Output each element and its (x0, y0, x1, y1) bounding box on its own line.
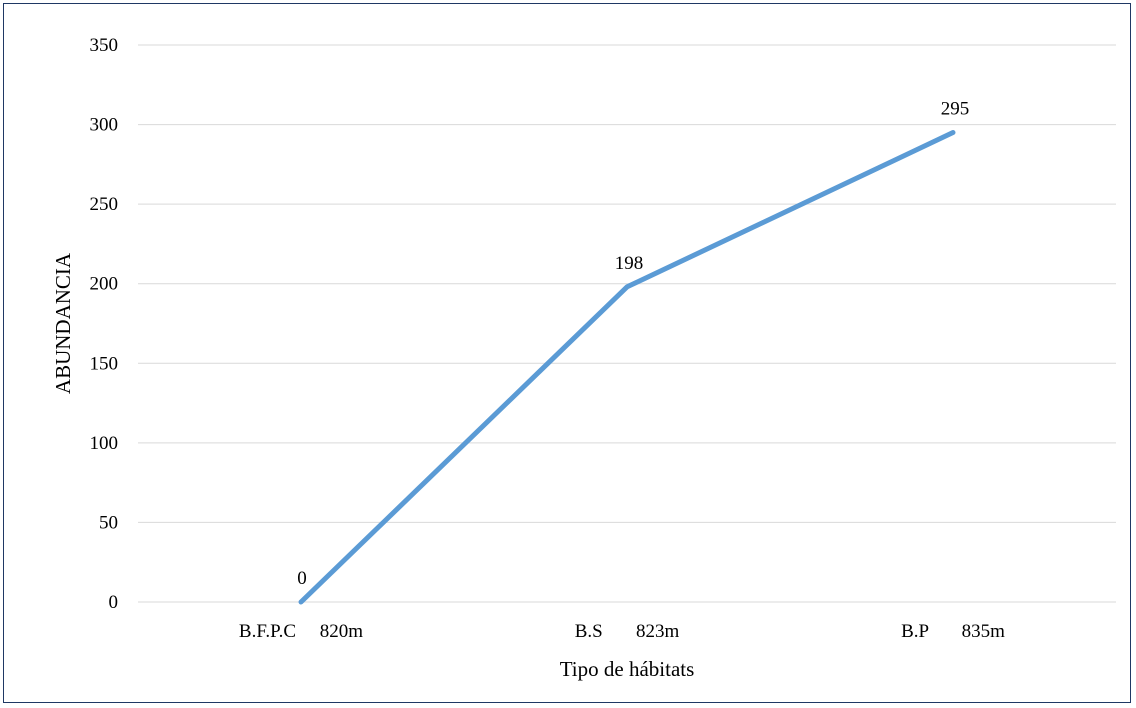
y-tick-label-0: 0 (109, 592, 119, 613)
x-axis-categories: B.F.P.C 820m B.S 823m B.P 835m (239, 621, 1005, 642)
y-tick-label-50: 50 (99, 512, 118, 533)
y-tick-label-100: 100 (90, 433, 119, 454)
y-axis-title: ABUNDANCIA (51, 252, 75, 394)
gridlines (138, 44, 1116, 603)
y-tick-label-150: 150 (90, 353, 119, 374)
y-tick-label-250: 250 (90, 194, 119, 215)
y-tick-label-300: 300 (90, 115, 119, 136)
x-category-label: B.S 823m (575, 621, 680, 642)
data-label: 198 (615, 253, 644, 274)
chart-frame (3, 3, 1131, 703)
data-labels: 0 198 295 (297, 99, 969, 589)
y-axis-ticks: 0 50 100 150 200 250 300 350 (90, 35, 119, 613)
x-category-label: B.F.P.C 820m (239, 621, 363, 642)
y-tick-label-350: 350 (90, 35, 119, 56)
data-label: 295 (941, 99, 970, 120)
data-label: 0 (297, 568, 307, 589)
series-line (298, 130, 956, 605)
x-axis-title: Tipo de hábitats (560, 657, 695, 681)
x-category-label: B.P 835m (901, 621, 1005, 642)
series-abundancia (298, 130, 956, 605)
y-tick-label-200: 200 (90, 274, 119, 295)
